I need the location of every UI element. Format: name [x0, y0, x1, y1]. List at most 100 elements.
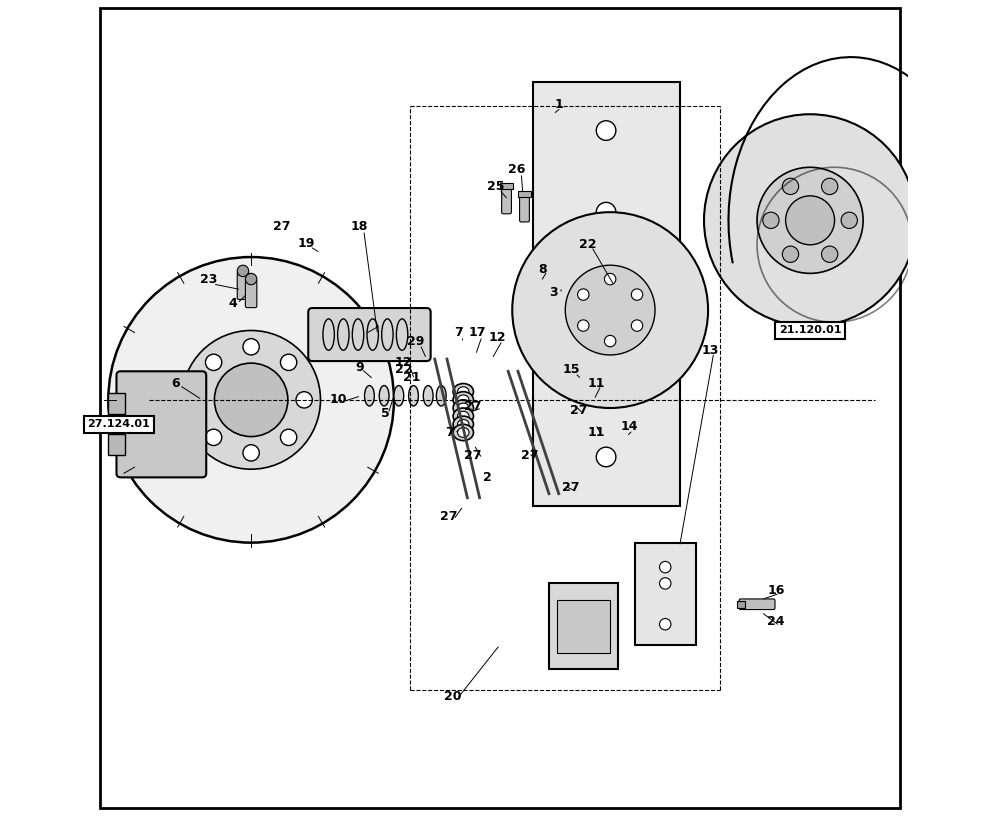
FancyBboxPatch shape — [237, 272, 249, 299]
Circle shape — [190, 392, 206, 408]
Text: 27: 27 — [562, 481, 580, 494]
Circle shape — [596, 366, 616, 385]
FancyBboxPatch shape — [533, 82, 680, 506]
FancyBboxPatch shape — [557, 600, 610, 653]
Ellipse shape — [409, 385, 418, 406]
Text: 12: 12 — [395, 356, 412, 369]
Text: 21: 21 — [403, 371, 421, 384]
Circle shape — [108, 257, 394, 543]
Text: 24: 24 — [767, 615, 785, 628]
Text: 19: 19 — [297, 237, 314, 250]
Text: 16: 16 — [767, 584, 784, 597]
Circle shape — [822, 178, 838, 194]
Circle shape — [786, 196, 835, 245]
Text: 20: 20 — [444, 690, 461, 703]
Text: 25: 25 — [487, 180, 505, 193]
Circle shape — [660, 578, 671, 589]
Text: 10: 10 — [330, 393, 347, 406]
FancyBboxPatch shape — [502, 186, 511, 214]
Circle shape — [205, 354, 222, 370]
Circle shape — [214, 363, 288, 437]
Ellipse shape — [458, 403, 469, 413]
Circle shape — [565, 265, 655, 355]
Text: 2: 2 — [483, 471, 492, 484]
Text: 29: 29 — [407, 335, 425, 348]
Text: 27: 27 — [464, 449, 482, 462]
Circle shape — [631, 320, 643, 331]
Circle shape — [512, 212, 708, 408]
Circle shape — [245, 273, 257, 285]
Text: 9: 9 — [355, 361, 364, 374]
Text: 3: 3 — [549, 286, 557, 299]
Ellipse shape — [379, 385, 389, 406]
Text: 11: 11 — [588, 377, 605, 390]
FancyBboxPatch shape — [520, 194, 529, 222]
Text: 17: 17 — [468, 326, 486, 339]
Circle shape — [604, 335, 616, 347]
Circle shape — [782, 246, 799, 263]
Ellipse shape — [458, 419, 469, 429]
Ellipse shape — [458, 395, 469, 405]
Circle shape — [822, 246, 838, 263]
Ellipse shape — [436, 385, 446, 406]
Text: 7: 7 — [454, 326, 463, 339]
Circle shape — [596, 284, 616, 304]
Text: 27: 27 — [521, 449, 539, 462]
Circle shape — [596, 121, 616, 140]
FancyBboxPatch shape — [549, 583, 618, 669]
Text: 27: 27 — [464, 400, 482, 413]
Circle shape — [596, 202, 616, 222]
Text: 27: 27 — [570, 404, 588, 417]
Text: 1: 1 — [554, 98, 563, 111]
Ellipse shape — [453, 416, 473, 432]
Circle shape — [604, 273, 616, 285]
Circle shape — [757, 167, 863, 273]
Circle shape — [280, 354, 297, 370]
Text: 6: 6 — [172, 377, 180, 390]
Circle shape — [782, 178, 799, 194]
Circle shape — [660, 619, 671, 630]
FancyBboxPatch shape — [108, 434, 125, 455]
Text: 22: 22 — [395, 363, 412, 376]
Text: 27: 27 — [440, 510, 457, 523]
Circle shape — [182, 330, 320, 469]
Text: 7: 7 — [445, 426, 454, 439]
Text: 22: 22 — [579, 238, 596, 251]
Text: 11: 11 — [588, 426, 605, 439]
Circle shape — [660, 561, 671, 573]
Circle shape — [243, 339, 259, 355]
Circle shape — [763, 212, 779, 228]
Ellipse shape — [423, 385, 433, 406]
Text: 21.120.01: 21.120.01 — [779, 326, 841, 335]
Ellipse shape — [453, 392, 473, 408]
Text: 12: 12 — [489, 331, 506, 344]
Circle shape — [631, 289, 643, 300]
Ellipse shape — [453, 384, 473, 400]
FancyBboxPatch shape — [245, 280, 257, 308]
Circle shape — [243, 445, 259, 461]
Ellipse shape — [453, 424, 473, 441]
Circle shape — [280, 429, 297, 446]
Text: 13: 13 — [702, 344, 719, 357]
FancyBboxPatch shape — [108, 393, 125, 414]
FancyBboxPatch shape — [500, 183, 513, 189]
Ellipse shape — [453, 400, 473, 416]
Ellipse shape — [394, 385, 404, 406]
FancyBboxPatch shape — [308, 308, 431, 361]
Circle shape — [596, 447, 616, 467]
Circle shape — [841, 212, 857, 228]
Text: 18: 18 — [351, 220, 368, 233]
Circle shape — [205, 429, 222, 446]
FancyBboxPatch shape — [739, 599, 775, 610]
Circle shape — [578, 320, 589, 331]
FancyBboxPatch shape — [635, 543, 696, 645]
Circle shape — [296, 392, 312, 408]
Ellipse shape — [458, 387, 469, 397]
FancyBboxPatch shape — [518, 191, 531, 197]
Text: 26: 26 — [508, 163, 526, 176]
Text: 4: 4 — [228, 297, 237, 310]
Circle shape — [704, 114, 916, 326]
Text: 5: 5 — [381, 407, 390, 420]
Text: 23: 23 — [200, 273, 217, 286]
Text: 14: 14 — [620, 420, 638, 433]
